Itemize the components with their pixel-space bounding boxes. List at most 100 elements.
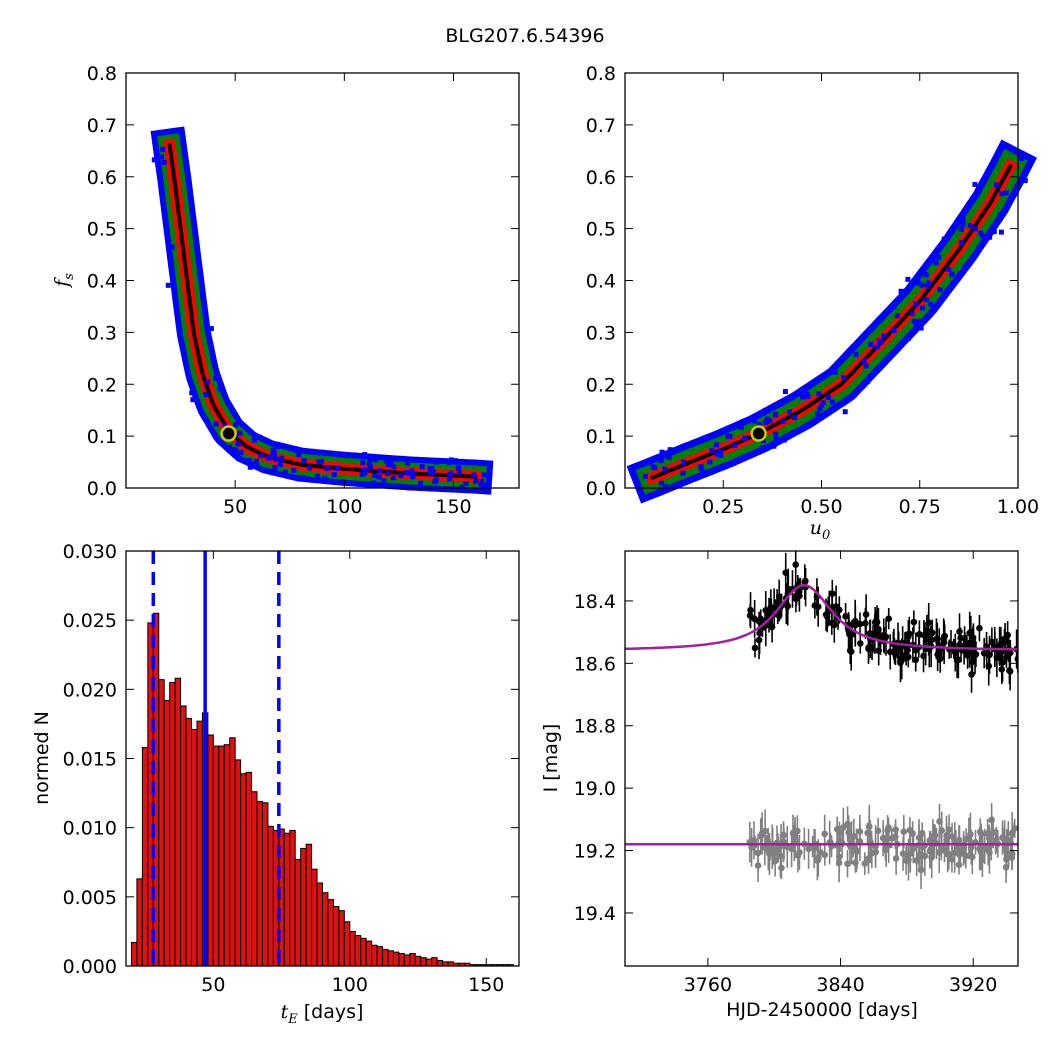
- data-point: [898, 657, 905, 664]
- histogram-bar: [267, 825, 274, 967]
- heatmap-cell: [388, 462, 394, 468]
- heatmap-cell: [314, 473, 320, 479]
- x-axis-label: u0: [810, 517, 831, 543]
- heatmap-cell: [362, 467, 368, 473]
- heatmap-cell: [227, 444, 233, 450]
- heatmap-cell: [760, 437, 766, 443]
- data-point: [794, 852, 802, 859]
- heatmap-cell: [928, 258, 934, 264]
- heatmap-cell: [991, 229, 997, 235]
- x-tick-label: 0.25: [702, 496, 744, 518]
- data-point: [865, 855, 872, 862]
- data-point: [927, 636, 935, 644]
- x-tick-label: 0.75: [899, 496, 941, 518]
- heatmap-cell: [377, 468, 383, 474]
- heatmap-cell: [923, 297, 929, 303]
- heatmap-cell: [698, 464, 704, 470]
- data-point: [836, 606, 843, 614]
- heatmap-cell: [952, 224, 958, 230]
- heatmap-cell: [773, 436, 779, 442]
- heatmap-cell: [804, 391, 810, 397]
- y-tick-label: 0.3: [586, 322, 616, 344]
- data-point: [938, 827, 946, 834]
- y-tick-label: 0.020: [63, 679, 117, 701]
- histogram-bar: [294, 858, 302, 967]
- heatmap-cell: [340, 479, 346, 485]
- histogram-bar: [349, 930, 356, 967]
- histogram-bar: [371, 944, 378, 967]
- data-point: [795, 588, 803, 596]
- histogram-bar: [409, 953, 416, 967]
- data-point: [853, 848, 861, 855]
- heatmap-cell: [924, 283, 930, 289]
- y-axis-label-sub: s: [62, 273, 77, 280]
- histogram-bar: [305, 843, 313, 967]
- y-tick-label: 0.8: [586, 63, 616, 85]
- y-tick-label: 0.010: [63, 818, 117, 840]
- heatmap-cell: [286, 473, 292, 479]
- data-point: [956, 628, 963, 635]
- heatmap-cell: [778, 401, 784, 407]
- data-point: [821, 830, 828, 838]
- y-tick-label: 0.4: [87, 271, 117, 293]
- data-point: [747, 606, 754, 614]
- histogram-bar: [261, 802, 269, 967]
- heatmap-cell: [911, 318, 917, 324]
- heatmap-cell: [782, 389, 788, 395]
- heatmap-cell: [1018, 156, 1024, 162]
- heatmap-cell: [642, 473, 648, 479]
- x-tick-label: 150: [468, 974, 504, 996]
- heatmap-cell: [958, 240, 964, 246]
- heatmap-cell: [757, 422, 763, 428]
- heatmap-cell: [400, 456, 406, 462]
- data-point: [960, 850, 968, 858]
- histogram-bar: [376, 946, 384, 967]
- heatmap-cell: [666, 454, 672, 460]
- heatmap-cell: [920, 305, 926, 311]
- data-point: [856, 828, 864, 835]
- panel-fs-vs-u0: 0.25 0.50 0.75 1.00 0.0 0.1 0.2 0.3 0.4 0.5 0.6 0.7…: [586, 63, 1039, 543]
- histogram-bar: [130, 941, 138, 967]
- heatmap-cell: [366, 461, 372, 467]
- heatmap-cell: [237, 430, 243, 436]
- heatmap-cell: [247, 460, 253, 466]
- heatmap-cell: [362, 452, 368, 458]
- heatmap-level: [626, 139, 1038, 504]
- heatmap-cell: [905, 276, 911, 282]
- heatmap-cell: [431, 486, 437, 492]
- heatmap-cell: [637, 462, 643, 468]
- heatmap-cell: [277, 462, 283, 468]
- heatmap-cell: [936, 254, 942, 260]
- heatmap-cell: [913, 301, 919, 307]
- heatmap-cell: [818, 402, 824, 408]
- data-point: [805, 845, 812, 853]
- heatmap-cell: [238, 450, 244, 456]
- data-point: [761, 827, 769, 835]
- heatmap-cell: [471, 472, 477, 478]
- heatmap-cell: [367, 457, 373, 463]
- data-point: [1007, 649, 1014, 657]
- heatmap-cell: [709, 448, 715, 454]
- data-point: [988, 638, 996, 646]
- x-axis-label: HJD-2450000 [days]: [726, 999, 918, 1021]
- heatmap-cell: [324, 465, 330, 471]
- data-point: [822, 611, 830, 618]
- heatmap-cell: [398, 473, 404, 479]
- heatmap-cell: [999, 191, 1005, 197]
- heatmap-cell: [316, 459, 322, 465]
- heatmap-cell: [946, 266, 952, 272]
- data-point: [996, 649, 1003, 656]
- heatmap-cell: [433, 459, 439, 465]
- heatmap-cell: [658, 480, 664, 486]
- heatmap-cell: [949, 271, 955, 277]
- data-point: [970, 640, 977, 648]
- histogram-bar: [387, 950, 394, 967]
- histogram-bar: [185, 717, 193, 967]
- histogram-bar: [196, 720, 203, 967]
- heatmap-cell: [265, 455, 271, 461]
- y-tick-label: 18.4: [574, 591, 616, 613]
- y-tick-label: 0.2: [586, 374, 616, 396]
- data-point: [814, 857, 821, 864]
- x-tick-label: 0.50: [800, 496, 842, 518]
- x-tick-label: 150: [435, 496, 471, 518]
